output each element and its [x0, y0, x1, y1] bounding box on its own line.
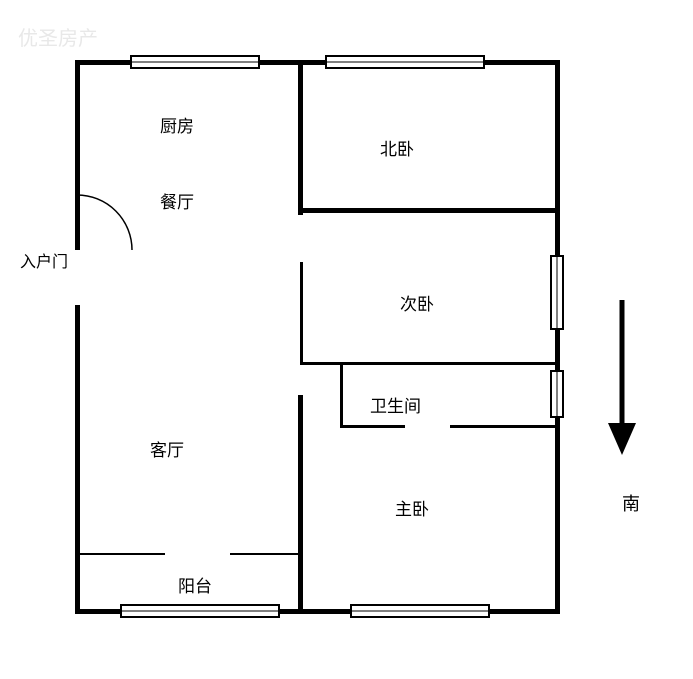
window-bathroom-window — [550, 370, 564, 418]
window-sash — [327, 62, 483, 63]
window-sash — [352, 611, 488, 612]
window-sash — [557, 257, 558, 328]
window-balcony-window — [120, 604, 280, 618]
window-kitchen-window — [130, 55, 260, 69]
window-sash — [557, 372, 558, 416]
wall-north-bedroom-bottom — [298, 208, 560, 213]
wall-bathroom-left — [340, 362, 343, 427]
room-label-north_bedroom: 北卧 — [380, 135, 414, 160]
wall-second-bedroom-bottom — [300, 362, 560, 365]
compass-arrow — [600, 295, 650, 475]
window-sash — [122, 611, 278, 612]
wall-north-bedroom-left — [298, 60, 303, 215]
wall-master-living-divider — [298, 395, 303, 614]
entry-door-label: 入户门 — [20, 248, 68, 272]
room-label-balcony: 阳台 — [178, 572, 212, 597]
wall-bathroom-bottom-seg2 — [450, 425, 560, 428]
window-north-bedroom-window — [325, 55, 485, 69]
window-second-bedroom-window — [550, 255, 564, 330]
window-sash — [132, 62, 258, 63]
wall-balcony-top-seg2 — [230, 553, 300, 555]
room-label-kitchen: 厨房 — [160, 112, 194, 137]
room-label-dining: 餐厅 — [160, 188, 194, 213]
room-label-master_bedroom: 主卧 — [395, 495, 429, 520]
entry-door-swing — [77, 190, 147, 260]
wall-balcony-top-seg1 — [80, 553, 165, 555]
compass-label: 南 — [622, 490, 640, 516]
room-label-bathroom: 卫生间 — [370, 392, 421, 417]
wall-outer-left-lower — [75, 305, 80, 614]
window-master-bedroom-window — [350, 604, 490, 618]
floorplan-canvas: 优圣房产 入户门 厨房餐厅 北卧次卧卫生间客厅主卧阳台 南 — [0, 0, 693, 679]
room-label-living: 客厅 — [150, 436, 184, 461]
wall-outer-right — [555, 60, 560, 614]
wall-second-bedroom-left — [300, 262, 303, 362]
wall-bathroom-bottom-seg1 — [340, 425, 405, 428]
watermark-text: 优圣房产 — [18, 22, 98, 51]
room-label-second_bedroom: 次卧 — [400, 290, 434, 315]
